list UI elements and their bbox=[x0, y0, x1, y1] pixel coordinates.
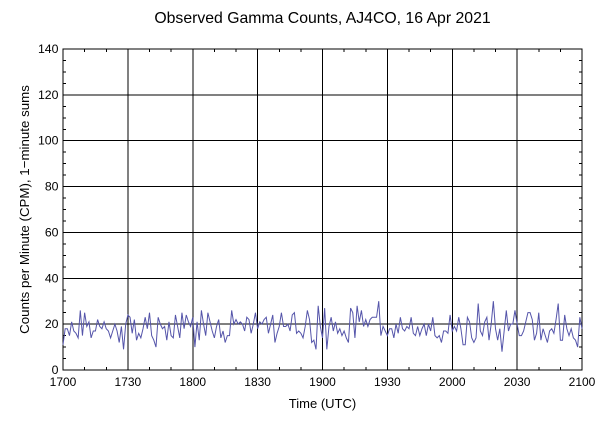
svg-text:1900: 1900 bbox=[309, 375, 336, 389]
svg-text:20: 20 bbox=[45, 317, 59, 331]
svg-text:Counts per Minute (CPM), 1−min: Counts per Minute (CPM), 1−minute sums bbox=[17, 85, 32, 334]
svg-text:140: 140 bbox=[38, 42, 59, 56]
svg-text:1730: 1730 bbox=[115, 375, 142, 389]
svg-text:1830: 1830 bbox=[244, 375, 271, 389]
svg-text:1700: 1700 bbox=[50, 375, 77, 389]
svg-text:Time (UTC): Time (UTC) bbox=[289, 396, 356, 411]
svg-text:1930: 1930 bbox=[374, 375, 401, 389]
svg-text:60: 60 bbox=[45, 225, 59, 239]
svg-text:40: 40 bbox=[45, 271, 59, 285]
svg-text:2000: 2000 bbox=[439, 375, 466, 389]
svg-text:80: 80 bbox=[45, 180, 59, 194]
svg-text:100: 100 bbox=[38, 134, 59, 148]
svg-text:Observed Gamma Counts, AJ4CO,: Observed Gamma Counts, AJ4CO, 16 Apr 202… bbox=[154, 10, 491, 27]
svg-text:1800: 1800 bbox=[179, 375, 206, 389]
svg-text:120: 120 bbox=[38, 88, 59, 102]
svg-text:2030: 2030 bbox=[504, 375, 531, 389]
svg-text:2100: 2100 bbox=[569, 375, 596, 389]
